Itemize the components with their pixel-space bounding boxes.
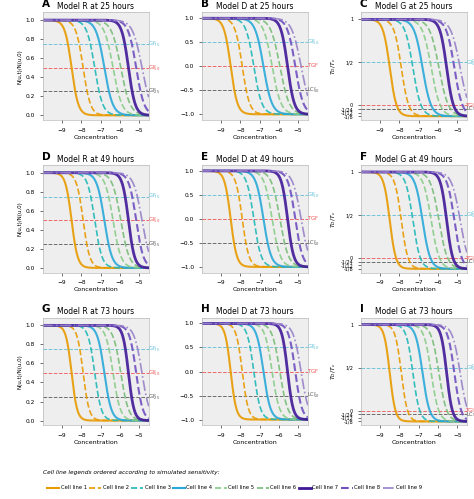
X-axis label: Concentration: Concentration xyxy=(73,135,118,140)
Text: A: A xyxy=(42,0,50,9)
Text: LC$_{50}^c$: LC$_{50}^c$ xyxy=(307,85,320,95)
Text: H: H xyxy=(201,304,210,314)
Text: LC$_{50}^c$: LC$_{50}^c$ xyxy=(307,391,320,400)
Y-axis label: N(u,t)/N(u,0): N(u,t)/N(u,0) xyxy=(18,202,23,236)
Text: D: D xyxy=(42,152,50,162)
Text: LC$_{50}$: LC$_{50}$ xyxy=(466,410,474,419)
Title: Model R at 49 hours: Model R at 49 hours xyxy=(57,155,134,164)
Y-axis label: $T_D$/$T_c$: $T_D$/$T_c$ xyxy=(329,363,337,380)
X-axis label: Concentration: Concentration xyxy=(73,287,118,292)
Title: Model G at 73 hours: Model G at 73 hours xyxy=(375,307,453,316)
Text: GI$_{25}^c$: GI$_{25}^c$ xyxy=(148,392,160,402)
Title: Model R at 25 hours: Model R at 25 hours xyxy=(57,2,134,11)
Title: Model R at 73 hours: Model R at 73 hours xyxy=(57,307,134,316)
Text: GI$_{50}^c$: GI$_{50}^c$ xyxy=(148,368,160,378)
Text: G: G xyxy=(42,304,50,314)
Text: C: C xyxy=(360,0,367,9)
Text: Cell line legends ordered according to simulated sensitivity:: Cell line legends ordered according to s… xyxy=(43,470,219,475)
Text: GI$_{50}^c$: GI$_{50}^c$ xyxy=(148,63,160,72)
Text: GI$_{50}^c$: GI$_{50}^c$ xyxy=(307,190,319,200)
Y-axis label: $T_D$/$T_c$: $T_D$/$T_c$ xyxy=(329,210,337,228)
Text: TGI: TGI xyxy=(466,103,474,108)
Text: GI$_{75}^c$: GI$_{75}^c$ xyxy=(148,192,160,202)
Text: TGI$^c$: TGI$^c$ xyxy=(307,215,320,223)
X-axis label: Concentration: Concentration xyxy=(232,440,277,445)
Text: GI$_{25}^c$: GI$_{25}^c$ xyxy=(148,87,160,96)
X-axis label: Concentration: Concentration xyxy=(392,287,436,292)
Text: TGI$^c$: TGI$^c$ xyxy=(307,367,320,376)
Text: TGI: TGI xyxy=(466,255,474,260)
Y-axis label: N(u,t)/N(u,0): N(u,t)/N(u,0) xyxy=(18,354,23,389)
Y-axis label: $T_D$/$T_c$: $T_D$/$T_c$ xyxy=(329,57,337,75)
Title: Model D at 73 hours: Model D at 73 hours xyxy=(216,307,293,316)
Text: TGI: TGI xyxy=(466,408,474,413)
Text: GI$_{50}^D$: GI$_{50}^D$ xyxy=(466,362,474,373)
X-axis label: Concentration: Concentration xyxy=(392,440,436,445)
Text: GI$_{75}^c$: GI$_{75}^c$ xyxy=(148,39,160,49)
Text: TGI$^c$: TGI$^c$ xyxy=(307,62,320,70)
Legend: Cell line 1, Cell line 2, Cell line 3, Cell line 4, Cell line 5, Cell line 6, Ce: Cell line 1, Cell line 2, Cell line 3, C… xyxy=(46,484,424,493)
X-axis label: Concentration: Concentration xyxy=(232,135,277,140)
Title: Model D at 25 hours: Model D at 25 hours xyxy=(216,2,293,11)
X-axis label: Concentration: Concentration xyxy=(73,440,118,445)
Title: Model G at 25 hours: Model G at 25 hours xyxy=(375,2,453,11)
Text: LC$_{50}$: LC$_{50}$ xyxy=(466,105,474,113)
Text: LC$_{50}$: LC$_{50}$ xyxy=(466,257,474,266)
Text: I: I xyxy=(360,304,364,314)
Text: GI$_{75}^c$: GI$_{75}^c$ xyxy=(148,344,160,354)
Text: LC$_{50}^c$: LC$_{50}^c$ xyxy=(307,238,320,248)
X-axis label: Concentration: Concentration xyxy=(392,135,436,140)
Text: B: B xyxy=(201,0,209,9)
Text: GI$_{50}^c$: GI$_{50}^c$ xyxy=(148,216,160,225)
Text: GI$_{50}^c$: GI$_{50}^c$ xyxy=(307,343,319,352)
Text: GI$_{50}^D$: GI$_{50}^D$ xyxy=(466,57,474,68)
Title: Model D at 49 hours: Model D at 49 hours xyxy=(216,155,293,164)
X-axis label: Concentration: Concentration xyxy=(232,287,277,292)
Text: GI$_{25}^c$: GI$_{25}^c$ xyxy=(148,240,160,249)
Text: GI$_{50}^D$: GI$_{50}^D$ xyxy=(466,210,474,221)
Y-axis label: N(u,t)/N(u,0): N(u,t)/N(u,0) xyxy=(18,49,23,84)
Title: Model G at 49 hours: Model G at 49 hours xyxy=(375,155,453,164)
Text: F: F xyxy=(360,152,367,162)
Text: GI$_{50}^c$: GI$_{50}^c$ xyxy=(307,37,319,47)
Text: E: E xyxy=(201,152,208,162)
